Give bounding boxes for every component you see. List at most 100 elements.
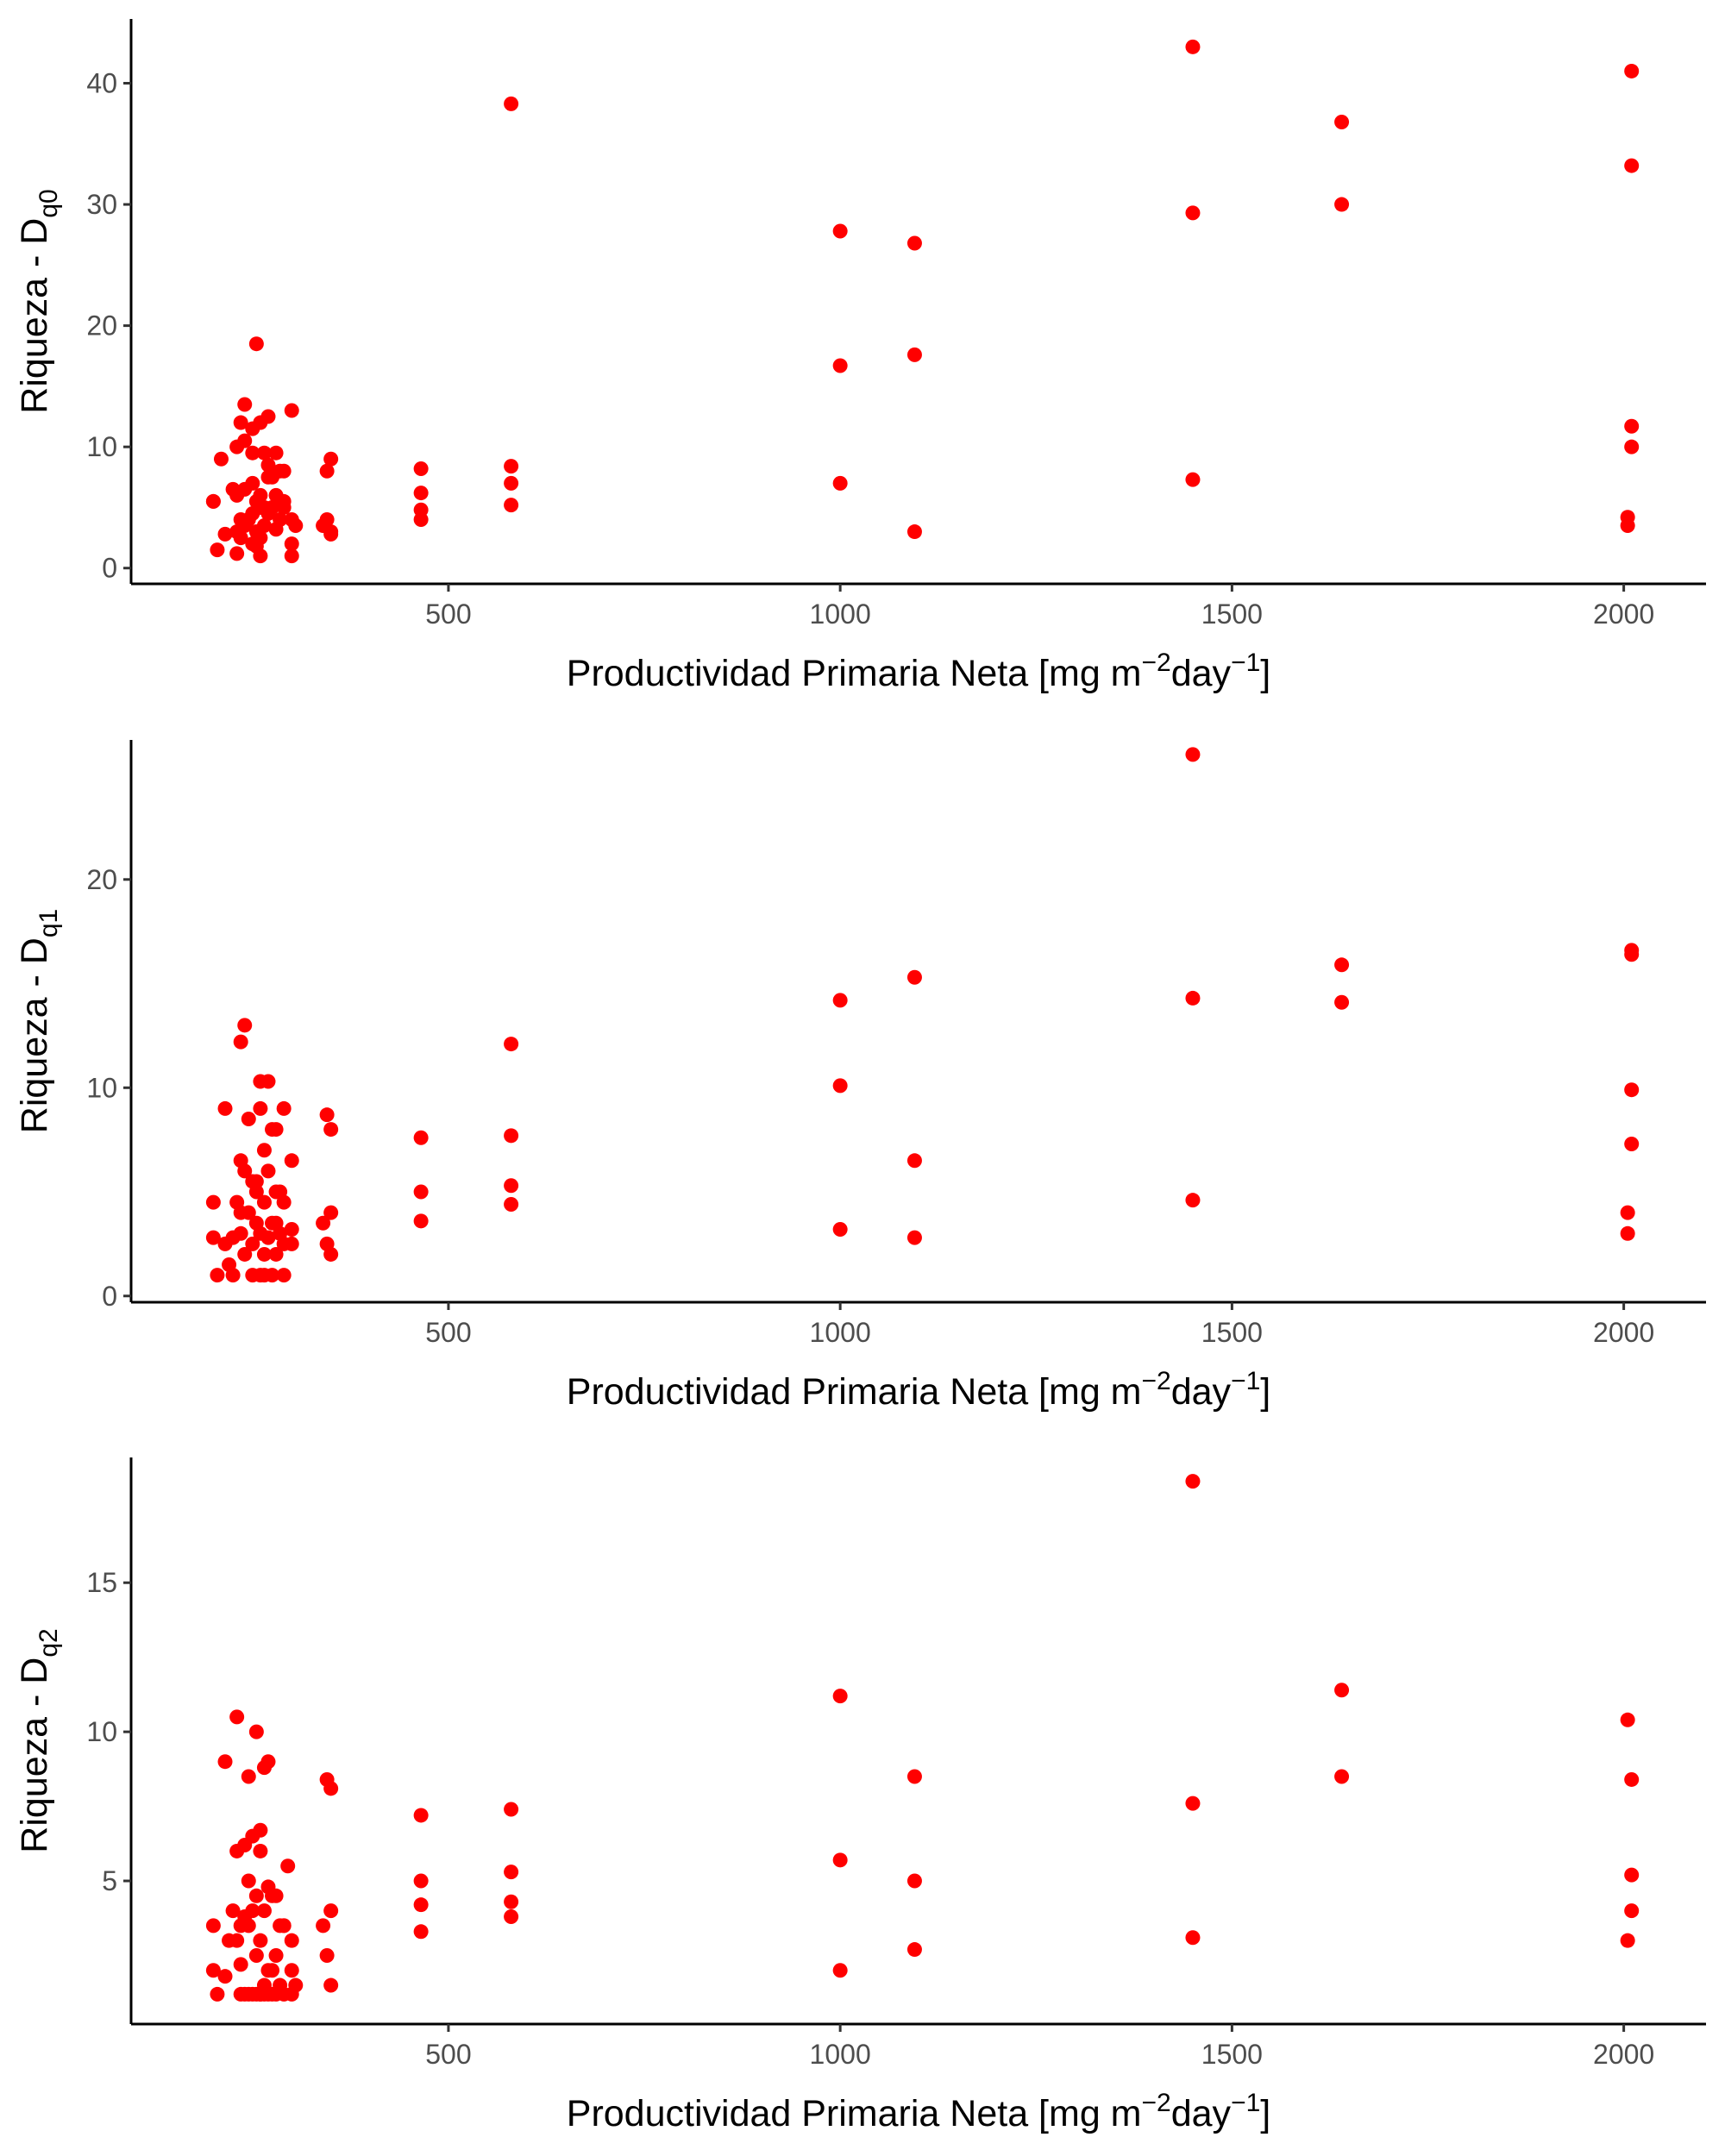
data-point	[504, 1865, 519, 1880]
data-point	[213, 451, 229, 467]
data-point	[323, 1903, 339, 1919]
data-point	[319, 1107, 335, 1123]
data-point	[413, 1808, 429, 1823]
data-point	[413, 1130, 429, 1145]
data-point	[260, 409, 276, 424]
data-point	[504, 1909, 519, 1925]
x-axis-title-part: Productividad Primaria Neta [mg m	[567, 2093, 1142, 2134]
data-point	[205, 1194, 221, 1210]
data-point	[256, 1986, 272, 2002]
data-point	[319, 1947, 335, 1963]
data-point	[233, 530, 248, 546]
data-point	[276, 1268, 292, 1283]
data-point	[1620, 510, 1635, 525]
x-axis-title-part: ]	[1260, 1371, 1270, 1413]
x-tick-label: 1500	[1201, 2039, 1263, 2070]
data-point	[253, 1100, 268, 1116]
data-point	[229, 439, 245, 454]
x-axis-title-part: Productividad Primaria Neta [mg m	[567, 653, 1142, 694]
x-tick-label: 500	[425, 599, 471, 630]
data-point	[260, 1163, 276, 1179]
data-point	[1185, 747, 1201, 762]
data-point	[413, 1924, 429, 1940]
data-point	[265, 1122, 280, 1138]
data-point	[280, 1858, 296, 1874]
data-point	[832, 1221, 848, 1237]
data-point	[1624, 1136, 1640, 1151]
data-point	[323, 1205, 339, 1220]
data-point	[832, 993, 848, 1008]
y-axis-title: Riqueza - Dq1	[14, 909, 63, 1133]
data-point	[284, 1986, 299, 2002]
data-point	[832, 223, 848, 239]
data-point	[504, 1894, 519, 1909]
data-point	[245, 1236, 260, 1251]
data-point	[268, 1215, 284, 1231]
data-point	[233, 1205, 248, 1220]
x-tick-label: 2000	[1593, 1317, 1654, 1348]
data-point	[1185, 1193, 1201, 1208]
data-point	[205, 1918, 221, 1934]
x-tick-label: 1000	[810, 1317, 871, 1348]
data-point	[319, 463, 335, 479]
data-point	[1624, 1903, 1640, 1919]
data-point	[233, 1034, 248, 1050]
data-point	[233, 1918, 248, 1934]
x-axis-title: Productividad Primaria Neta [mg m−2day−1…	[567, 2089, 1270, 2134]
data-point	[205, 493, 221, 509]
data-point	[1185, 1796, 1201, 1811]
data-point	[245, 1903, 260, 1919]
data-point	[268, 1246, 284, 1262]
data-point	[248, 336, 264, 352]
data-point	[1620, 1712, 1635, 1727]
data-point	[1334, 957, 1350, 973]
data-point	[832, 358, 848, 373]
data-point	[832, 1689, 848, 1704]
data-point	[276, 463, 292, 479]
y-axis-title-main: Riqueza - D	[14, 218, 55, 414]
x-tick-label: 1000	[810, 2039, 871, 2070]
data-point	[210, 1268, 225, 1283]
data-point	[1624, 1771, 1640, 1787]
y-axis-title-main: Riqueza - D	[14, 937, 55, 1133]
data-point	[504, 1178, 519, 1194]
chart-panel-1: 0 10 20 30 40 500 1000 1500 2000 Productividad Pr…	[14, 19, 1706, 694]
data-point	[256, 1903, 272, 1919]
x-tick-label: 500	[425, 1317, 471, 1348]
x-axis-title-part: −2	[1142, 2089, 1171, 2117]
data-point	[225, 1903, 241, 1919]
x-axis-title-part: Productividad Primaria Neta [mg m	[567, 1371, 1142, 1413]
chart-panel-2: 0 10 20 500 1000 1500 2000 Productividad Primar…	[14, 740, 1706, 1413]
data-point	[276, 1918, 292, 1934]
data-point	[273, 512, 288, 528]
data-point	[256, 1194, 272, 1210]
y-axis-title: Riqueza - Dq0	[14, 189, 63, 413]
data-point	[233, 1153, 248, 1169]
data-point	[268, 487, 284, 503]
y-tick-label: 10	[86, 1716, 117, 1747]
data-point	[1334, 994, 1350, 1010]
data-point	[1334, 197, 1350, 212]
data-point	[237, 1246, 253, 1262]
data-point	[210, 1986, 225, 2002]
x-axis-title: Productividad Primaria Neta [mg m−2day−1…	[567, 1367, 1270, 1413]
data-point	[504, 498, 519, 513]
data-point	[1624, 1082, 1640, 1098]
data-point	[323, 1977, 339, 1993]
data-point	[268, 1184, 284, 1200]
x-axis-title-part: −2	[1142, 649, 1171, 677]
data-point	[288, 518, 304, 534]
data-point	[413, 502, 429, 517]
data-point	[217, 1969, 233, 1984]
x-axis-title-part: ]	[1260, 653, 1270, 694]
x-axis-title-part: −1	[1231, 2089, 1260, 2117]
data-point	[832, 1078, 848, 1094]
data-point	[225, 481, 241, 497]
data-point	[229, 1933, 245, 1948]
data-point	[504, 475, 519, 491]
data-point	[906, 1873, 922, 1889]
data-point	[276, 1100, 292, 1116]
data-point	[260, 1754, 276, 1770]
x-axis-title: Productividad Primaria Neta [mg m−2day−1…	[567, 649, 1270, 694]
data-point	[233, 512, 248, 528]
